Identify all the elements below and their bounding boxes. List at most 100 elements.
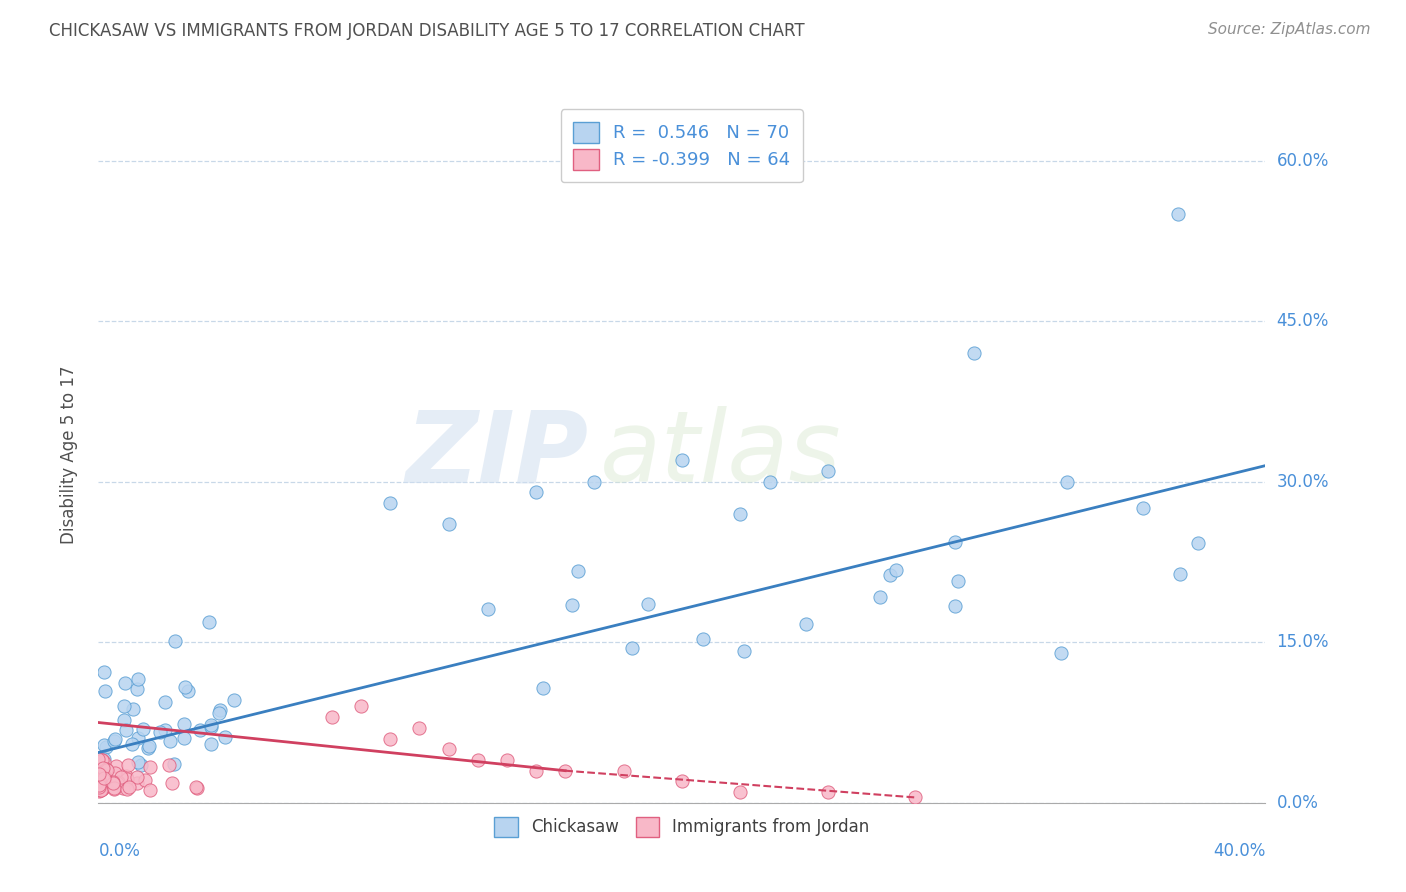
Point bbox=[1050, 646, 1073, 660]
Point bbox=[127, 672, 149, 686]
Point bbox=[89, 774, 111, 789]
Point bbox=[104, 731, 127, 746]
Point bbox=[380, 731, 402, 746]
Point bbox=[162, 776, 184, 790]
Point bbox=[531, 681, 554, 695]
Point bbox=[165, 634, 187, 648]
Point bbox=[121, 737, 143, 751]
Point bbox=[733, 644, 755, 658]
Point bbox=[524, 485, 547, 500]
Point bbox=[157, 758, 180, 772]
Point bbox=[117, 780, 139, 795]
Text: Source: ZipAtlas.com: Source: ZipAtlas.com bbox=[1208, 22, 1371, 37]
Point bbox=[567, 565, 589, 579]
Point bbox=[1170, 566, 1192, 581]
Point bbox=[209, 703, 232, 717]
Point bbox=[879, 567, 901, 582]
Y-axis label: Disability Age 5 to 17: Disability Age 5 to 17 bbox=[59, 366, 77, 544]
Point bbox=[174, 680, 197, 694]
Point bbox=[554, 764, 576, 778]
Text: 60.0%: 60.0% bbox=[1277, 152, 1329, 169]
Point bbox=[127, 770, 149, 784]
Text: CHICKASAW VS IMMIGRANTS FROM JORDAN DISABILITY AGE 5 TO 17 CORRELATION CHART: CHICKASAW VS IMMIGRANTS FROM JORDAN DISA… bbox=[49, 22, 804, 40]
Point bbox=[671, 453, 693, 467]
Point bbox=[408, 721, 430, 735]
Point bbox=[208, 706, 231, 721]
Point bbox=[139, 783, 162, 797]
Point bbox=[127, 731, 149, 745]
Point bbox=[1056, 475, 1078, 489]
Point bbox=[437, 742, 460, 756]
Point bbox=[962, 346, 984, 360]
Point bbox=[200, 720, 222, 734]
Point bbox=[817, 464, 839, 478]
Text: 15.0%: 15.0% bbox=[1277, 633, 1329, 651]
Point bbox=[87, 767, 110, 781]
Point bbox=[380, 496, 402, 510]
Point bbox=[159, 733, 181, 747]
Point bbox=[96, 772, 118, 787]
Point bbox=[122, 702, 145, 716]
Point bbox=[524, 764, 547, 778]
Point bbox=[91, 753, 114, 767]
Point bbox=[93, 665, 115, 680]
Point bbox=[112, 714, 135, 728]
Point bbox=[139, 760, 162, 774]
Point bbox=[943, 535, 966, 549]
Point bbox=[87, 778, 110, 792]
Point bbox=[105, 759, 128, 773]
Point bbox=[105, 775, 128, 789]
Point bbox=[89, 783, 111, 797]
Point bbox=[129, 758, 152, 772]
Point bbox=[127, 776, 149, 790]
Point bbox=[87, 780, 110, 795]
Text: atlas: atlas bbox=[600, 407, 842, 503]
Point bbox=[94, 684, 117, 698]
Point bbox=[132, 722, 155, 736]
Point bbox=[127, 681, 149, 696]
Point bbox=[103, 776, 125, 790]
Text: 0.0%: 0.0% bbox=[98, 842, 141, 860]
Point bbox=[89, 784, 111, 798]
Point bbox=[90, 765, 112, 780]
Point bbox=[90, 783, 112, 797]
Point bbox=[437, 517, 460, 532]
Point bbox=[93, 772, 115, 787]
Point bbox=[730, 785, 752, 799]
Point bbox=[200, 737, 222, 751]
Point bbox=[904, 790, 927, 805]
Point bbox=[107, 775, 129, 789]
Point bbox=[612, 764, 634, 778]
Point bbox=[350, 699, 373, 714]
Point bbox=[91, 753, 114, 767]
Point bbox=[93, 739, 115, 753]
Point bbox=[692, 632, 714, 646]
Point bbox=[93, 768, 115, 782]
Point bbox=[184, 780, 207, 794]
Point bbox=[91, 761, 114, 775]
Point bbox=[93, 769, 115, 783]
Point bbox=[943, 599, 966, 614]
Point bbox=[94, 739, 117, 754]
Point bbox=[794, 617, 817, 632]
Text: 0.0%: 0.0% bbox=[1277, 794, 1319, 812]
Point bbox=[884, 563, 907, 577]
Point bbox=[114, 675, 136, 690]
Point bbox=[138, 741, 160, 756]
Point bbox=[583, 475, 606, 489]
Point bbox=[90, 782, 112, 797]
Point bbox=[214, 730, 236, 744]
Point bbox=[87, 778, 110, 792]
Point bbox=[91, 780, 114, 795]
Point bbox=[134, 772, 156, 787]
Point bbox=[222, 693, 245, 707]
Point bbox=[188, 723, 211, 737]
Point bbox=[112, 780, 135, 795]
Point bbox=[127, 755, 149, 769]
Point bbox=[93, 771, 115, 785]
Point bbox=[149, 725, 172, 739]
Point bbox=[163, 756, 186, 771]
Point bbox=[90, 782, 112, 797]
Point bbox=[115, 769, 138, 783]
Point bbox=[946, 574, 969, 588]
